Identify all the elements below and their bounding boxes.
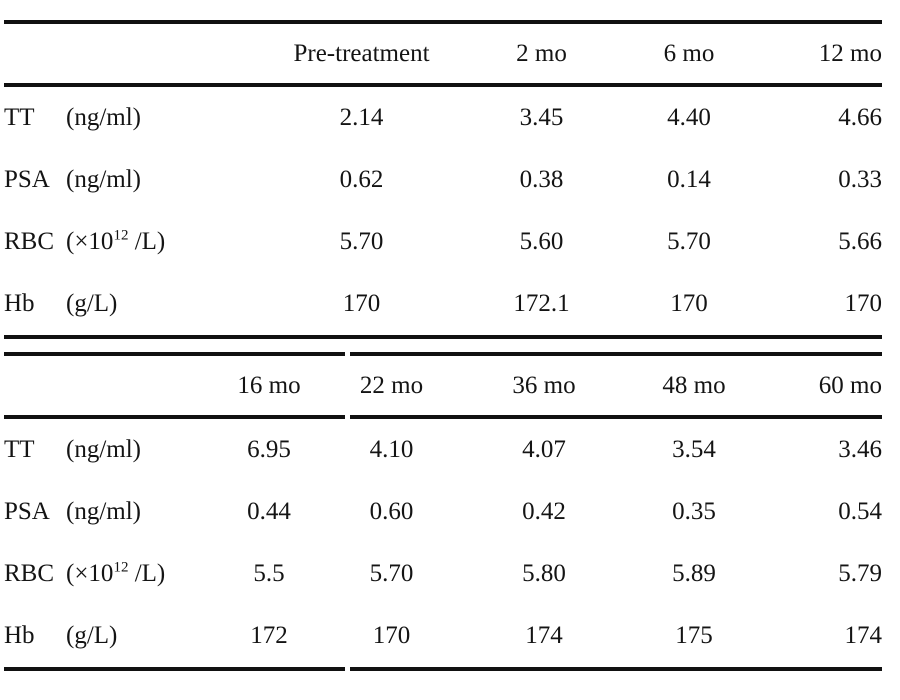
value-cell: 5.66: [838, 228, 882, 255]
value-cell: 5.89: [672, 560, 716, 587]
row-unit-superscript: 12: [113, 227, 129, 244]
table-row-psa: PSA (ng/ml) 0.44 0.60 0.42 0.35 0.54: [4, 481, 882, 543]
row-label: RBC: [4, 560, 55, 587]
value-cell: 5.5: [253, 560, 285, 587]
value-cell: 170: [670, 290, 708, 317]
value-cell: 3.45: [519, 104, 564, 131]
value-cell: 0.33: [838, 166, 882, 193]
row-label: Hb: [4, 622, 35, 649]
value-cell: 0.42: [522, 498, 566, 525]
value-cell: 0.35: [672, 498, 716, 525]
row-unit: (g/L): [66, 622, 117, 649]
row-unit: (ng/ml): [66, 104, 141, 131]
value-cell: 175: [675, 622, 713, 649]
row-label: TT: [4, 104, 35, 131]
header-cell-16mo: 16 mo: [237, 371, 301, 399]
row-label-cell: PSA (ng/ml): [4, 149, 254, 211]
header-cell-2mo: 2 mo: [516, 39, 567, 67]
row-label: TT: [4, 436, 35, 463]
row-unit-prefix: (ng/ml): [66, 498, 141, 525]
header-cell-60mo: 60 mo: [818, 371, 882, 399]
row-unit-prefix: (×10: [66, 560, 114, 587]
header-row: 16 mo 22 mo 36 mo 48 mo 60 mo: [4, 354, 882, 417]
row-unit-prefix: (g/L): [66, 622, 118, 649]
table-row-rbc: RBC (×1012 /L) 5.70 5.60 5.70 5.66: [4, 211, 882, 273]
value-cell: 170: [372, 622, 411, 649]
header-cell-empty: [4, 22, 254, 85]
row-label: PSA: [4, 166, 50, 193]
row-unit-prefix: (g/L): [66, 290, 118, 317]
value-cell: 0.44: [247, 498, 291, 525]
value-cell: 5.80: [522, 560, 566, 587]
table-row-rbc: RBC (×1012 /L) 5.5 5.70 5.80 5.89 5.79: [4, 543, 882, 605]
row-unit-suffix: /L): [128, 560, 166, 587]
header-cell-22mo: 22 mo: [359, 371, 424, 399]
header-cell-48mo: 48 mo: [662, 371, 726, 399]
value-cell: 172: [250, 622, 288, 649]
scan-seam-artifact: [345, 349, 350, 673]
row-label-cell: PSA (ng/ml): [4, 481, 224, 543]
table-row-hb: Hb (g/L) 172 170 174 175 174: [4, 605, 882, 669]
header-row: Pre-treatment 2 mo 6 mo 12 mo: [4, 22, 882, 85]
value-cell: 170: [342, 290, 381, 317]
row-unit-prefix: (ng/ml): [66, 436, 141, 463]
table-row-tt: TT (ng/ml) 2.14 3.45 4.40 4.66: [4, 85, 882, 149]
value-cell: 4.07: [522, 436, 566, 463]
row-unit-prefix: (ng/ml): [66, 104, 141, 131]
row-label-cell: TT (ng/ml): [4, 417, 224, 481]
header-cell-36mo: 36 mo: [512, 371, 576, 399]
value-cell: 174: [844, 622, 883, 649]
followup-table-part2: 16 mo 22 mo 36 mo 48 mo 60 mo TT (ng/ml) …: [4, 352, 882, 671]
value-cell: 0.38: [519, 166, 564, 193]
value-cell: 2.14: [339, 104, 384, 131]
row-label-cell: TT (ng/ml): [4, 85, 254, 149]
header-cell-12mo: 12 mo: [818, 39, 882, 67]
value-cell: 5.70: [667, 228, 711, 255]
value-cell: 5.70: [369, 560, 414, 587]
followup-table-part1: Pre-treatment 2 mo 6 mo 12 mo TT (ng/ml) …: [4, 20, 882, 339]
row-label: PSA: [4, 498, 50, 525]
value-cell: 5.60: [519, 228, 564, 255]
value-cell: 6.95: [247, 436, 291, 463]
value-cell: 3.46: [838, 436, 882, 463]
row-unit: (g/L): [66, 290, 117, 317]
row-unit: (ng/ml): [66, 436, 141, 463]
value-cell: 4.10: [369, 436, 414, 463]
value-cell: 4.40: [667, 104, 711, 131]
value-cell: 174: [525, 622, 563, 649]
row-unit: (×1012 /L): [66, 560, 165, 587]
header-cell-empty: [4, 354, 224, 417]
row-unit: (ng/ml): [66, 166, 141, 193]
row-label-cell: Hb (g/L): [4, 605, 224, 669]
row-label-cell: RBC (×1012 /L): [4, 543, 224, 605]
row-label-cell: RBC (×1012 /L): [4, 211, 254, 273]
header-cell-6mo: 6 mo: [663, 39, 715, 67]
row-unit-prefix: (ng/ml): [66, 166, 141, 193]
row-unit: (×1012 /L): [66, 228, 165, 255]
table-row-psa: PSA (ng/ml) 0.62 0.38 0.14 0.33: [4, 149, 882, 211]
row-unit-superscript: 12: [113, 559, 129, 576]
table-row-tt: TT (ng/ml) 6.95 4.10 4.07 3.54 3.46: [4, 417, 882, 481]
table-row-hb: Hb (g/L) 170 172.1 170 170: [4, 273, 882, 337]
row-label-cell: Hb (g/L): [4, 273, 254, 337]
value-cell: 4.66: [838, 104, 882, 131]
value-cell: 5.70: [339, 228, 384, 255]
row-unit: (ng/ml): [66, 498, 141, 525]
value-cell: 5.79: [838, 560, 882, 587]
row-unit-prefix: (×10: [66, 228, 114, 255]
value-cell: 3.54: [672, 436, 716, 463]
row-unit-suffix: /L): [128, 228, 166, 255]
value-cell: 0.54: [838, 498, 882, 525]
value-cell: 0.62: [339, 166, 384, 193]
row-label: Hb: [4, 290, 35, 317]
header-cell-pretreatment: Pre-treatment: [293, 39, 430, 67]
value-cell: 0.14: [667, 166, 711, 193]
value-cell: 170: [844, 290, 883, 317]
value-cell: 0.60: [369, 498, 414, 525]
value-cell: 172.1: [513, 290, 570, 317]
row-label: RBC: [4, 228, 55, 255]
